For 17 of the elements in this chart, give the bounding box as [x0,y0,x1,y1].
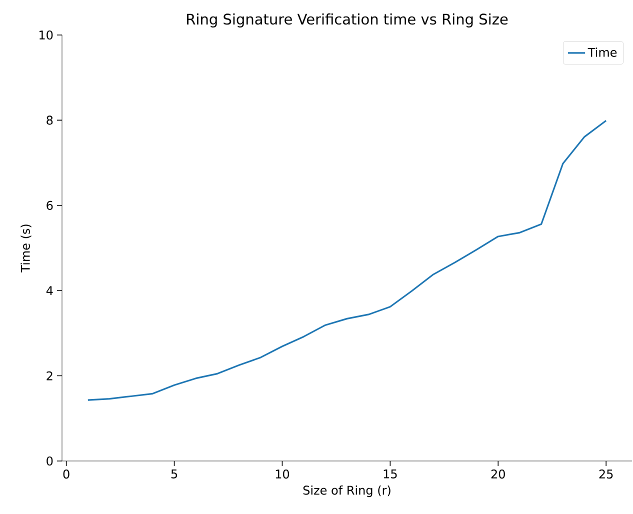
y-tick-label: 0 [46,456,53,466]
chart-title: Ring Signature Verification time vs Ring Size [187,13,508,28]
x-tick-label: 0 [63,470,70,479]
y-tick-label: 4 [46,286,53,295]
y-tick-label: 6 [46,200,53,210]
y-tick-label: 10 [40,30,53,40]
y-tick-label: 2 [46,371,52,380]
x-tick-label: 5 [171,470,178,478]
legend-label: Time [588,48,617,57]
x-tick-label: 15 [384,470,397,478]
y-tick-label: 8 [46,116,53,125]
x-tick-label: 10 [276,470,290,479]
line-series [87,120,607,401]
y-axis-title: Time (s) [20,224,32,272]
x-axis-title: Size of Ring (r) [303,485,390,498]
x-tick-label: 25 [599,470,613,479]
x-tick-label: 20 [491,470,505,479]
